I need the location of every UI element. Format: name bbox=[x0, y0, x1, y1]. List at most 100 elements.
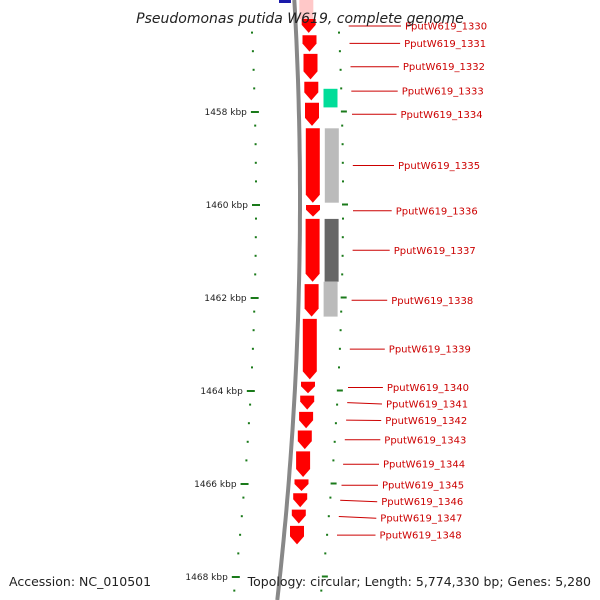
gene-arrow[interactable] bbox=[297, 430, 312, 450]
scale-dot bbox=[341, 161, 344, 164]
scale-dot bbox=[339, 329, 342, 332]
gene-arrow-partial bbox=[299, 0, 314, 19]
tick-label: 1460 kbp bbox=[206, 201, 249, 211]
scale-dot bbox=[251, 31, 253, 34]
gene-arrow[interactable] bbox=[305, 128, 320, 203]
scale-dot bbox=[240, 515, 243, 518]
scale-dot bbox=[327, 515, 330, 518]
gene-label-leader bbox=[347, 402, 383, 405]
tick-label: 1468 kbp bbox=[185, 573, 228, 583]
gene-label[interactable]: PputW619_1339 bbox=[389, 345, 471, 356]
topology-text: Topology: circular; Length: 5,774,330 bp… bbox=[247, 574, 591, 589]
scale-dot bbox=[338, 366, 340, 369]
scale-dot bbox=[247, 422, 250, 425]
scale-dot bbox=[333, 440, 336, 443]
gene-arrow[interactable] bbox=[291, 509, 306, 524]
tick-label: 1462 kbp bbox=[204, 294, 247, 304]
gene-label[interactable]: PputW619_1345 bbox=[382, 481, 464, 492]
gene-arrow[interactable] bbox=[302, 318, 317, 380]
scale-dot bbox=[239, 533, 242, 536]
scale-dot bbox=[253, 87, 256, 90]
gene-arrow[interactable] bbox=[302, 35, 317, 52]
gene-arrow[interactable] bbox=[299, 411, 314, 429]
scale-dot bbox=[326, 533, 329, 536]
scale-dot bbox=[336, 403, 339, 406]
top-feature-marker bbox=[279, 0, 291, 3]
scale-dot bbox=[341, 236, 344, 239]
gene-label-leader bbox=[338, 516, 377, 519]
gene-track bbox=[290, 0, 320, 545]
gene-label[interactable]: PputW619_1346 bbox=[381, 497, 463, 508]
scale-dot bbox=[332, 459, 335, 462]
scale-dot bbox=[255, 217, 257, 220]
gene-arrow[interactable] bbox=[294, 479, 309, 491]
feature-block-light-gray bbox=[324, 128, 339, 203]
gene-label[interactable]: PputW619_1344 bbox=[383, 460, 465, 471]
scale-dot bbox=[254, 254, 257, 257]
tick-label: 1458 kbp bbox=[204, 108, 247, 118]
gene-arrow[interactable] bbox=[301, 19, 316, 33]
scale-dot bbox=[251, 347, 254, 350]
tick-label: 1466 kbp bbox=[194, 480, 237, 490]
gene-label[interactable]: PputW619_1337 bbox=[394, 246, 476, 257]
scale-dot bbox=[341, 124, 344, 127]
scale-dot bbox=[245, 459, 248, 462]
gene-label[interactable]: PputW619_1330 bbox=[405, 22, 487, 33]
scale-dot bbox=[329, 496, 332, 499]
scale-dot bbox=[341, 143, 344, 146]
gene-label[interactable]: PputW619_1333 bbox=[402, 87, 484, 98]
scale-dot bbox=[341, 273, 344, 276]
scale-dot bbox=[237, 552, 240, 555]
gene-arrow[interactable] bbox=[303, 53, 318, 80]
gene-arrow[interactable] bbox=[304, 81, 319, 101]
scale-dot bbox=[254, 124, 257, 127]
gene-label[interactable]: PputW619_1332 bbox=[403, 62, 485, 73]
gene-arrow[interactable] bbox=[300, 395, 315, 410]
scale-dot bbox=[340, 310, 343, 313]
scale-dot bbox=[255, 180, 257, 183]
gene-arrow[interactable] bbox=[306, 205, 320, 217]
scale-dot bbox=[233, 589, 236, 592]
gene-label[interactable]: PputW619_1347 bbox=[380, 514, 462, 525]
scale-dot bbox=[252, 68, 255, 71]
scale-dot bbox=[252, 329, 255, 332]
gene-label[interactable]: PputW619_1348 bbox=[380, 531, 462, 542]
gene-arrow[interactable] bbox=[301, 381, 315, 394]
scale-dot bbox=[334, 422, 337, 425]
scale-ticks: 1458 kbp 1460 kbp 1462 kbp 1464 kbp 1466 kbp… bbox=[185, 108, 260, 583]
scale-dot bbox=[249, 403, 252, 406]
gene-label[interactable]: PputW619_1340 bbox=[387, 383, 469, 394]
scale-dot bbox=[341, 254, 344, 257]
scale-dot bbox=[342, 180, 344, 183]
gene-arrow[interactable] bbox=[296, 451, 311, 477]
scale-dot bbox=[338, 31, 340, 34]
scale-dot bbox=[251, 50, 254, 53]
gene-label-leader bbox=[340, 499, 378, 503]
gene-label[interactable]: PputW619_1336 bbox=[396, 206, 478, 217]
scale-dot bbox=[324, 552, 327, 555]
scale-dot bbox=[254, 273, 257, 276]
gene-arrow[interactable] bbox=[293, 493, 308, 508]
tick-label: 1464 kbp bbox=[200, 387, 243, 397]
scale-dot bbox=[253, 310, 256, 313]
gene-label[interactable]: PputW619_1335 bbox=[398, 161, 480, 172]
gene-arrow[interactable] bbox=[304, 284, 319, 317]
gene-label[interactable]: PputW619_1338 bbox=[391, 296, 473, 307]
gene-arrow[interactable] bbox=[290, 525, 304, 545]
scale-dot bbox=[254, 161, 257, 164]
gene-label[interactable]: PputW619_1334 bbox=[401, 110, 483, 121]
gene-arrow[interactable] bbox=[305, 102, 319, 126]
gene-arrow[interactable] bbox=[305, 218, 320, 282]
scale-dot bbox=[338, 347, 341, 350]
accession-text: Accession: NC_010501 bbox=[9, 574, 151, 589]
scale-dot bbox=[340, 87, 343, 90]
gene-label[interactable]: PputW619_1342 bbox=[385, 416, 467, 427]
scale-dot bbox=[242, 496, 245, 499]
gene-label[interactable]: PputW619_1331 bbox=[404, 39, 486, 50]
gene-label[interactable]: PputW619_1341 bbox=[386, 400, 468, 411]
scale-dots bbox=[233, 31, 348, 592]
genome-title: Pseudomonas putida W619, complete genome bbox=[136, 11, 464, 27]
gene-labels: PputW619_1330 PputW619_1331 PputW619_1332 P… bbox=[337, 22, 487, 542]
scale-dot bbox=[320, 589, 323, 592]
gene-label[interactable]: PputW619_1343 bbox=[384, 435, 466, 446]
